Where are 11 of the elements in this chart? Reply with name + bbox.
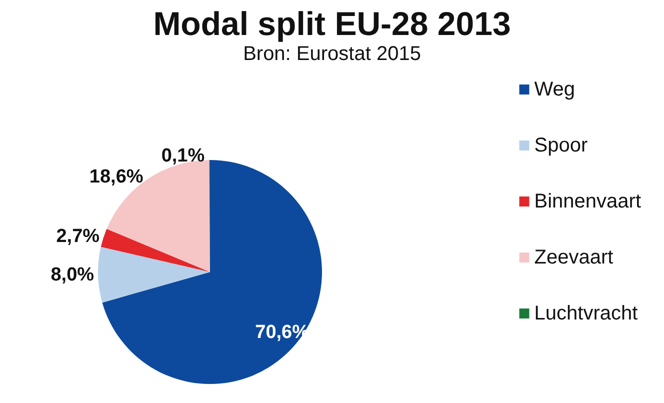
legend-label: Binnenvaart — [534, 190, 642, 212]
legend-label: Weg — [534, 78, 576, 100]
data-label: 0,1% — [161, 146, 205, 166]
legend-label: Zeevaart — [534, 246, 614, 268]
data-label: 18,6% — [89, 166, 144, 188]
legend-label: Luchtvracht — [534, 302, 638, 324]
legend-label: Spoor — [534, 134, 588, 156]
chart-subtitle: Bron: Eurostat 2015 — [243, 43, 421, 65]
chart-title: Modal split EU-28 2013 — [153, 5, 511, 42]
data-label: 2,7% — [56, 226, 100, 247]
data-label: 8,0% — [50, 264, 94, 286]
